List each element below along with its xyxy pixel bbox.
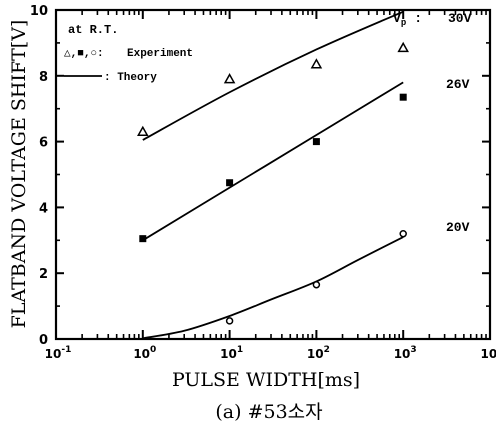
legend-experiment-label: Experiment <box>127 48 193 60</box>
plot-frame <box>54 8 492 341</box>
data-point-30V <box>397 41 409 53</box>
data-point-26V <box>139 235 147 243</box>
y-tick-label: 2 <box>39 267 48 282</box>
x-tick-label: 10-1 <box>45 345 72 361</box>
data-point-30V <box>223 73 236 84</box>
data-point-20V <box>225 317 234 325</box>
y-tick-label: 8 <box>39 70 48 85</box>
x-tick-label: 103 <box>394 345 417 361</box>
y-tick-label: 6 <box>39 136 48 151</box>
y-tick-label: 4 <box>39 201 48 216</box>
theory-curve-26V <box>142 81 404 242</box>
series-label-30V: 30V <box>448 11 472 26</box>
legend-theory-label: : Theory <box>104 72 157 84</box>
series-label-20V: 20V <box>446 220 470 235</box>
data-point-20V <box>399 229 407 238</box>
data-point-26V <box>312 138 320 146</box>
theory-curve-30V <box>142 10 404 141</box>
vp-label: Vp: <box>393 11 422 28</box>
legend-condition: at R.T. <box>68 23 118 37</box>
figure-caption: (a) #53소자 <box>215 401 322 423</box>
data-point-26V <box>226 179 234 187</box>
y-tick-label: 0 <box>39 333 48 348</box>
data-point-20V <box>312 280 321 289</box>
x-axis-label: PULSE WIDTH[ms] <box>172 369 360 391</box>
theory-curve-20V <box>142 236 404 339</box>
legend-experiment-symbols: △,■,○: <box>64 48 104 60</box>
x-tick-label: 101 <box>220 345 243 361</box>
x-tick-label: 104 <box>481 345 496 361</box>
x-tick-label: 100 <box>133 345 156 361</box>
data-point-26V <box>399 93 407 101</box>
series-label-26V: 26V <box>446 77 470 92</box>
plot-layer: 0 2 4 6 8 10 10-1 100 101 102 103 104 30V 26V 20V Vp: at… <box>30 4 496 361</box>
data-point-30V <box>310 58 323 69</box>
y-tick-label: 10 <box>30 4 48 19</box>
y-axis-label: FLATBAND VOLTAGE SHIFT[V] <box>8 20 30 329</box>
x-tick-label: 102 <box>307 345 330 361</box>
data-point-30V <box>137 125 149 136</box>
